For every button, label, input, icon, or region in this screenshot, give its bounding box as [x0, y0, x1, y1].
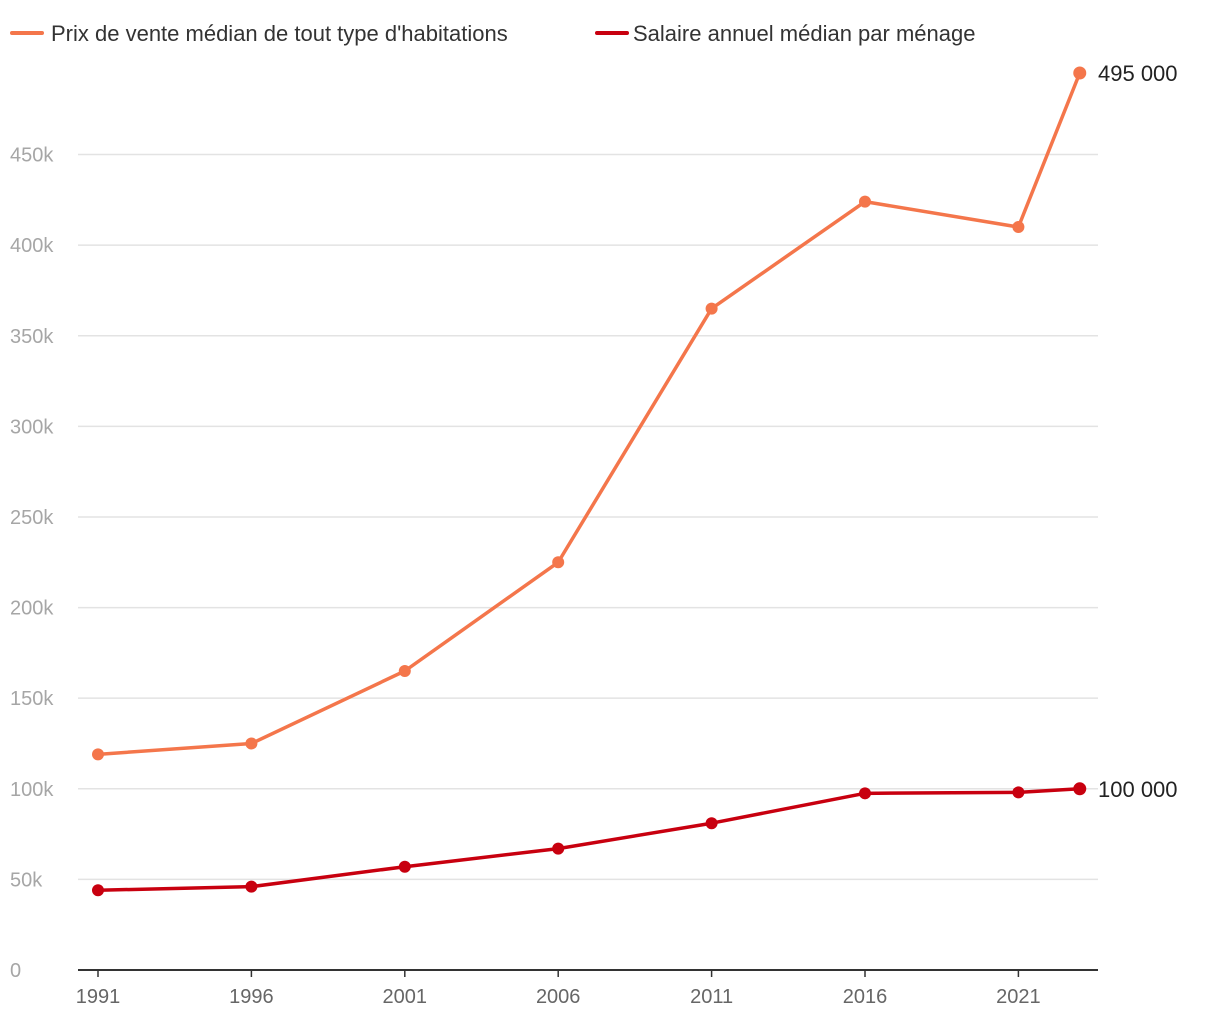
x-tick-label: 2011	[690, 986, 733, 1008]
data-point-house-price[interactable]	[1012, 221, 1025, 234]
legend-item-household-salary[interactable]: Salaire annuel médian par ménage	[595, 21, 975, 46]
y-tick-label: 200k	[10, 598, 54, 620]
data-point-house-price[interactable]	[92, 748, 104, 761]
y-tick-label: 0	[10, 960, 21, 982]
series-group	[92, 66, 1087, 897]
x-tick-label: 1996	[229, 986, 274, 1008]
x-tick-label: 2001	[383, 986, 428, 1008]
data-point-household-salary[interactable]	[552, 842, 565, 855]
x-tick-label: 2006	[536, 986, 581, 1008]
x-tick-label: 2016	[843, 986, 888, 1008]
end-labels: 495 000 100 000	[1098, 61, 1178, 802]
data-point-house-price[interactable]	[705, 302, 718, 315]
y-axis-ticks: 0 50k 100k 150k 200k 250k 300k 350k 400k 450k	[10, 145, 54, 982]
data-point-household-salary[interactable]	[398, 860, 411, 873]
y-tick-label: 350k	[10, 326, 54, 348]
data-point-house-price[interactable]	[245, 737, 258, 750]
legend-item-house-price[interactable]: Prix de vente médian de tout type d'habi…	[10, 21, 508, 46]
legend-label-household-salary: Salaire annuel médian par ménage	[633, 21, 975, 46]
data-point-household-salary[interactable]	[705, 817, 718, 830]
gridlines	[78, 153, 1098, 881]
y-tick-label: 400k	[10, 235, 54, 257]
data-point-house-price[interactable]	[859, 195, 871, 208]
data-point-household-salary[interactable]	[245, 880, 258, 893]
data-point-household-salary[interactable]	[1012, 786, 1025, 799]
y-tick-label: 100k	[10, 779, 54, 801]
y-tick-label: 150k	[10, 688, 54, 710]
x-tick-label: 2021	[996, 986, 1041, 1008]
legend-label-house-price: Prix de vente médian de tout type d'habi…	[51, 21, 508, 46]
data-point-house-price[interactable]	[1073, 66, 1087, 80]
data-point-household-salary[interactable]	[1073, 782, 1087, 796]
series-line-house-price	[96, 71, 1082, 757]
y-tick-label: 50k	[10, 869, 43, 891]
series-household-salary	[92, 782, 1087, 897]
end-label-house-price: 495 000	[1098, 61, 1178, 86]
end-label-household-salary: 100 000	[1098, 777, 1178, 802]
data-point-household-salary[interactable]	[859, 787, 871, 800]
y-tick-label: 250k	[10, 507, 54, 529]
x-tick-label: 1991	[76, 986, 121, 1008]
series-house-price	[92, 66, 1087, 761]
x-axis-ticks: 1991 1996 2001 2006 2011 2016 2021	[76, 970, 1041, 1008]
data-point-household-salary[interactable]	[92, 884, 104, 897]
legend: Prix de vente médian de tout type d'habi…	[10, 21, 975, 46]
data-point-house-price[interactable]	[552, 556, 565, 569]
y-tick-label: 300k	[10, 416, 54, 438]
y-tick-label: 450k	[10, 145, 54, 167]
data-point-house-price[interactable]	[398, 665, 411, 677]
series-line-household-salary	[96, 787, 1082, 893]
